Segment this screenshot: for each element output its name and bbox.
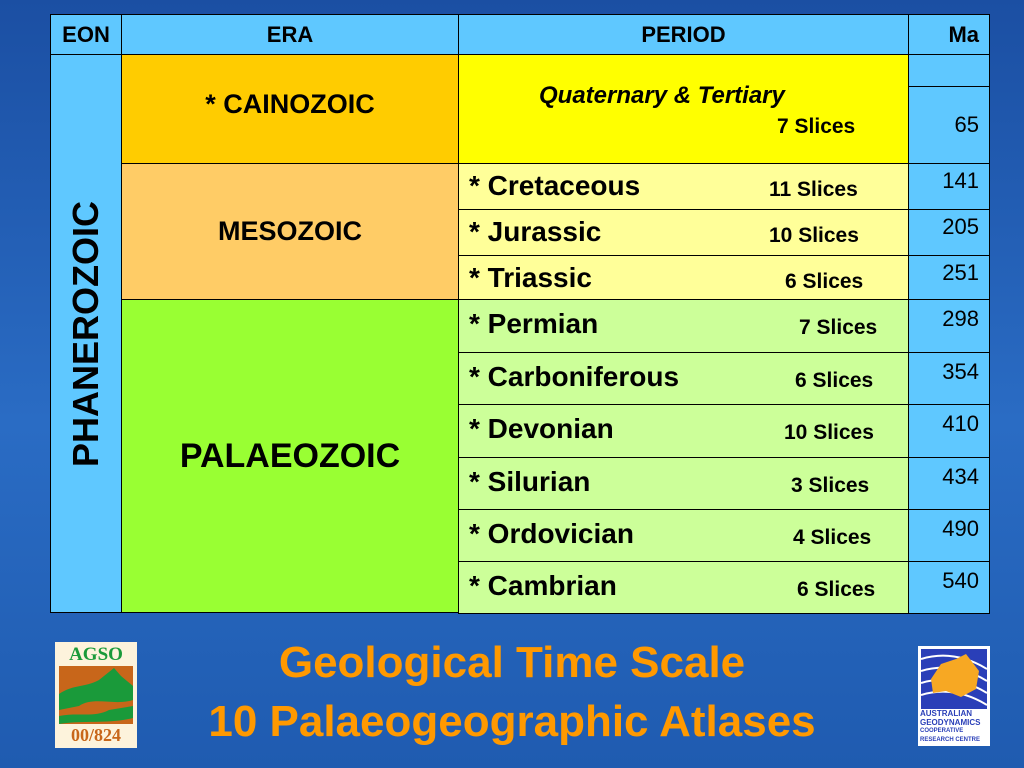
period-slices: 6 Slices bbox=[797, 578, 876, 601]
period-slices: 7 Slices bbox=[777, 115, 856, 138]
agso-logo-top: AGSO bbox=[69, 644, 123, 665]
eon-label: PHANEROZOIC bbox=[65, 200, 106, 467]
header-ma: Ma bbox=[908, 14, 990, 55]
agcrc-text-3: COOPERATIVE bbox=[920, 728, 964, 734]
period-name: Quaternary & Tertiary bbox=[539, 82, 785, 109]
header-era: ERA bbox=[121, 14, 459, 55]
ma-cainozoic: 65 bbox=[908, 86, 990, 164]
slide-title-line2: 10 Palaeogeographic Atlases bbox=[208, 697, 816, 746]
agcrc-text-4: RESEARCH CENTRE bbox=[920, 736, 981, 743]
ma-cell: 205 bbox=[908, 209, 990, 256]
ma-cell: 298 bbox=[908, 299, 990, 353]
agcrc-text-1: AUSTRALIAN bbox=[920, 709, 972, 718]
period-slices: 6 Slices bbox=[785, 270, 864, 293]
ma-cell: 354 bbox=[908, 352, 990, 405]
agso-logo: AGSO 00/824 bbox=[55, 642, 137, 748]
agso-logo-bottom: 00/824 bbox=[70, 725, 121, 745]
period-slices: 3 Slices bbox=[791, 474, 870, 497]
period-slices: 10 Slices bbox=[784, 421, 874, 444]
period-row: * Permian 7 Slices bbox=[458, 299, 909, 353]
ma-blank bbox=[908, 54, 990, 87]
era-palaeozoic: PALAEOZOIC bbox=[121, 299, 459, 613]
period-row: * Triassic 6 Slices bbox=[458, 255, 909, 301]
period-slices: 6 Slices bbox=[795, 369, 874, 392]
period-row: * Silurian 3 Slices bbox=[458, 457, 909, 510]
australia-map-icon bbox=[59, 666, 133, 724]
period-name: * Devonian bbox=[469, 413, 614, 444]
era-mesozoic: MESOZOIC bbox=[121, 163, 459, 300]
period-quaternary-tertiary: Quaternary & Tertiary 7 Slices bbox=[458, 54, 909, 164]
period-name: * Cambrian bbox=[469, 570, 617, 601]
period-name: * Silurian bbox=[469, 466, 591, 497]
period-slices: 4 Slices bbox=[793, 526, 872, 549]
period-row: * Carboniferous 6 Slices bbox=[458, 352, 909, 405]
header-period: PERIOD bbox=[458, 14, 909, 55]
agcrc-logo: AUSTRALIAN GEODYNAMICS COOPERATIVE RESEA… bbox=[918, 646, 990, 746]
eon-cell: PHANEROZOIC bbox=[50, 54, 122, 613]
globe-australia-icon bbox=[921, 649, 987, 709]
period-slices: 10 Slices bbox=[769, 224, 859, 247]
period-row: * Jurassic 10 Slices bbox=[458, 209, 909, 256]
period-name: * Triassic bbox=[469, 262, 592, 293]
period-name: * Permian bbox=[469, 308, 599, 339]
era-cainozoic: * CAINOZOIC bbox=[121, 54, 459, 164]
period-name: * Carboniferous bbox=[469, 361, 680, 392]
ma-cell: 490 bbox=[908, 509, 990, 562]
period-name: * Cretaceous bbox=[469, 170, 641, 201]
period-slices: 11 Slices bbox=[769, 178, 858, 201]
ma-cell: 540 bbox=[908, 561, 990, 614]
ma-cell: 141 bbox=[908, 163, 990, 210]
ma-cell: 434 bbox=[908, 457, 990, 510]
header-eon: EON bbox=[50, 14, 122, 55]
ma-cell: 251 bbox=[908, 255, 990, 301]
slide-title-line1: Geological Time Scale bbox=[278, 638, 746, 687]
period-row: * Devonian 10 Slices bbox=[458, 404, 909, 458]
period-row: * Cambrian 6 Slices bbox=[458, 561, 909, 614]
agcrc-text-2: GEODYNAMICS bbox=[920, 717, 981, 727]
period-row: * Cretaceous 11 Slices bbox=[458, 163, 909, 210]
period-row: * Ordovician 4 Slices bbox=[458, 509, 909, 562]
period-name: * Ordovician bbox=[469, 518, 634, 549]
period-name: * Jurassic bbox=[469, 216, 602, 247]
ma-cell: 410 bbox=[908, 404, 990, 458]
period-slices: 7 Slices bbox=[799, 316, 878, 339]
